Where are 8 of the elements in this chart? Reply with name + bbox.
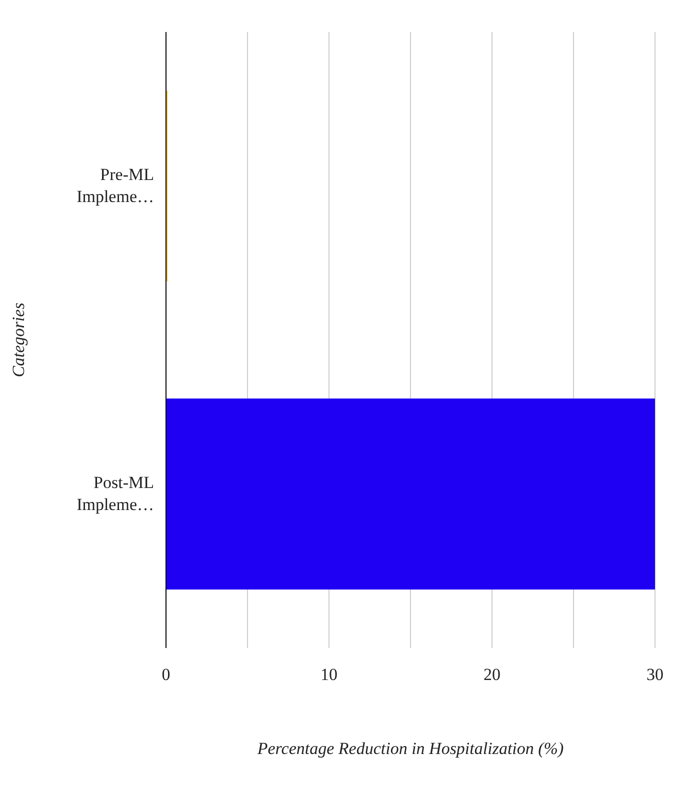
x-axis-title: Percentage Reduction in Hospitalization (%): [256, 739, 564, 758]
x-tick-label: 0: [162, 665, 170, 684]
x-tick-label: 30: [646, 665, 664, 684]
x-tick-label: 20: [484, 665, 500, 684]
y-tick-label: Post-ML Impleme…: [76, 473, 154, 514]
x-tick-label: 10: [320, 665, 338, 684]
y-axis-title: Categories: [9, 302, 28, 378]
y-tick-label: Pre-ML Impleme…: [76, 165, 154, 206]
